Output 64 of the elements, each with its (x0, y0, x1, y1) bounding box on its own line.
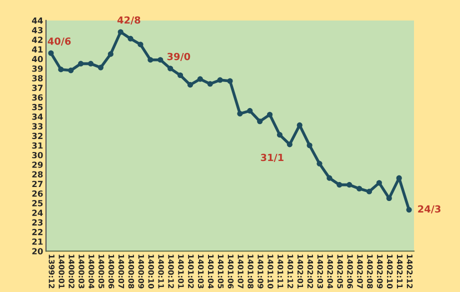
y-tick-label: 20 (32, 248, 43, 254)
point (227, 78, 233, 84)
y-tick-label: 28 (32, 171, 43, 178)
point (48, 50, 54, 56)
annotation: 31/1 (260, 154, 284, 162)
annotation: 39/0 (167, 52, 190, 61)
point (306, 142, 312, 148)
point (68, 68, 74, 74)
point (88, 60, 94, 66)
point (98, 64, 104, 70)
point (257, 118, 263, 124)
point (286, 142, 292, 148)
y-tick-label: 31 (32, 142, 43, 149)
point (58, 66, 64, 72)
y-tick-label: 37 (32, 84, 43, 92)
point (356, 186, 362, 192)
annotation: 42/8 (117, 16, 140, 24)
y-tick-label: 40 (32, 56, 43, 62)
point (118, 29, 124, 35)
point (247, 108, 253, 114)
y-tick-label: 44 (32, 18, 43, 24)
y-tick-label: 33 (32, 123, 43, 130)
y-tick-label: 30 (32, 152, 43, 158)
point (128, 36, 134, 42)
y-tick-label: 42 (32, 36, 42, 43)
y-tick-label: 39 (32, 65, 43, 72)
y-tick-label: 26 (32, 190, 43, 197)
y-tick-label: 25 (32, 200, 43, 206)
point (366, 188, 372, 194)
y-tick-label: 29 (32, 162, 43, 168)
y-tick-label: 27 (32, 180, 43, 188)
point (187, 82, 193, 88)
y-tick-label: 23 (32, 219, 43, 226)
point (158, 57, 164, 63)
y-tick-label: 34 (32, 114, 43, 120)
point (108, 51, 114, 57)
point (336, 182, 342, 188)
point (138, 42, 144, 48)
point (217, 77, 223, 83)
point (326, 175, 332, 181)
point (177, 72, 184, 78)
y-tick-label: 36 (32, 94, 43, 101)
y-tick-label: 41 (32, 46, 43, 52)
y-tick-label: 21 (32, 238, 43, 245)
point (207, 81, 213, 87)
point (237, 110, 243, 116)
point (78, 60, 84, 66)
y-tick-label: 38 (32, 75, 43, 82)
y-tick-label: 43 (32, 27, 43, 34)
point (376, 180, 382, 186)
annotation: 40/6 (48, 37, 71, 46)
y-tick-label: 35 (32, 104, 43, 110)
point (276, 132, 283, 138)
point (148, 57, 154, 63)
y-tick-label: 32 (32, 132, 42, 140)
point (406, 207, 412, 213)
point (197, 76, 203, 82)
annotation: 24/3 (418, 205, 440, 214)
point (267, 112, 273, 118)
y-tick-label: 24 (32, 210, 43, 216)
y-tick-label: 22 (32, 228, 42, 236)
point (316, 160, 322, 166)
point (168, 66, 174, 72)
point (346, 182, 352, 188)
